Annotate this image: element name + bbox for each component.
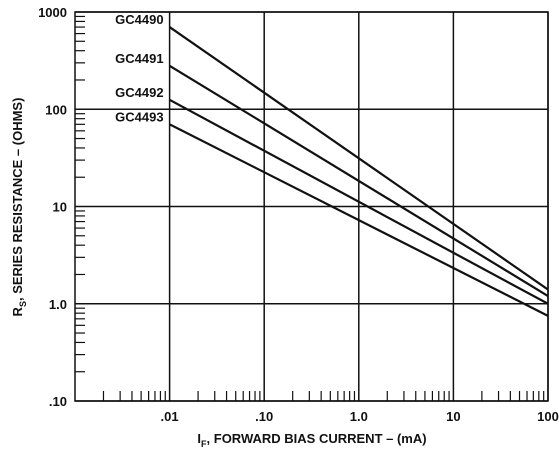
x-tick-label: 10 [446, 409, 460, 424]
y-tick-label: 10 [53, 200, 67, 215]
y-axis-label: RS, SERIES RESISTANCE – (OHMS) [10, 98, 28, 317]
y-tick-label: 1000 [38, 5, 67, 20]
x-axis-label-rest: , FORWARD BIAS CURRENT – (mA) [207, 431, 427, 446]
y-tick-label: 1.0 [49, 297, 67, 312]
series-label-gc4491: GC4491 [115, 51, 163, 66]
grid [75, 11, 549, 402]
x-axis-label-sub: F [201, 439, 207, 449]
x-axis-label-main: I [197, 431, 201, 446]
series-label-gc4490: GC4490 [115, 12, 163, 27]
x-tick-label: .10 [255, 409, 273, 424]
series-label-gc4493: GC4493 [115, 109, 163, 124]
series-line-gc4490 [168, 26, 549, 291]
series-lines [168, 26, 549, 317]
series-label-gc4492: GC4492 [115, 85, 163, 100]
x-tick-label: .01 [161, 409, 179, 424]
y-axis-label-sub: S [18, 301, 28, 307]
y-tick-label: .10 [49, 394, 67, 409]
y-axis-label-main: R [10, 306, 25, 316]
x-tick-label: 100 [537, 409, 559, 424]
minor-ticks [75, 15, 545, 401]
x-axis-label: IF, FORWARD BIAS CURRENT – (mA) [197, 431, 426, 449]
series-line-gc4493 [169, 123, 549, 317]
y-tick-labels: .10 1.0 10 100 1000 [38, 5, 67, 409]
x-tick-labels: .01 .10 1.0 10 100 [161, 409, 559, 424]
series-labels: GC4490 GC4491 GC4492 GC4493 [115, 12, 163, 124]
x-tick-label: 1.0 [350, 409, 368, 424]
y-tick-label: 100 [45, 102, 67, 117]
series-line-gc4492 [169, 98, 549, 305]
series-line-gc4491 [169, 64, 549, 297]
y-axis-label-rest: , SERIES RESISTANCE – (OHMS) [10, 98, 25, 301]
